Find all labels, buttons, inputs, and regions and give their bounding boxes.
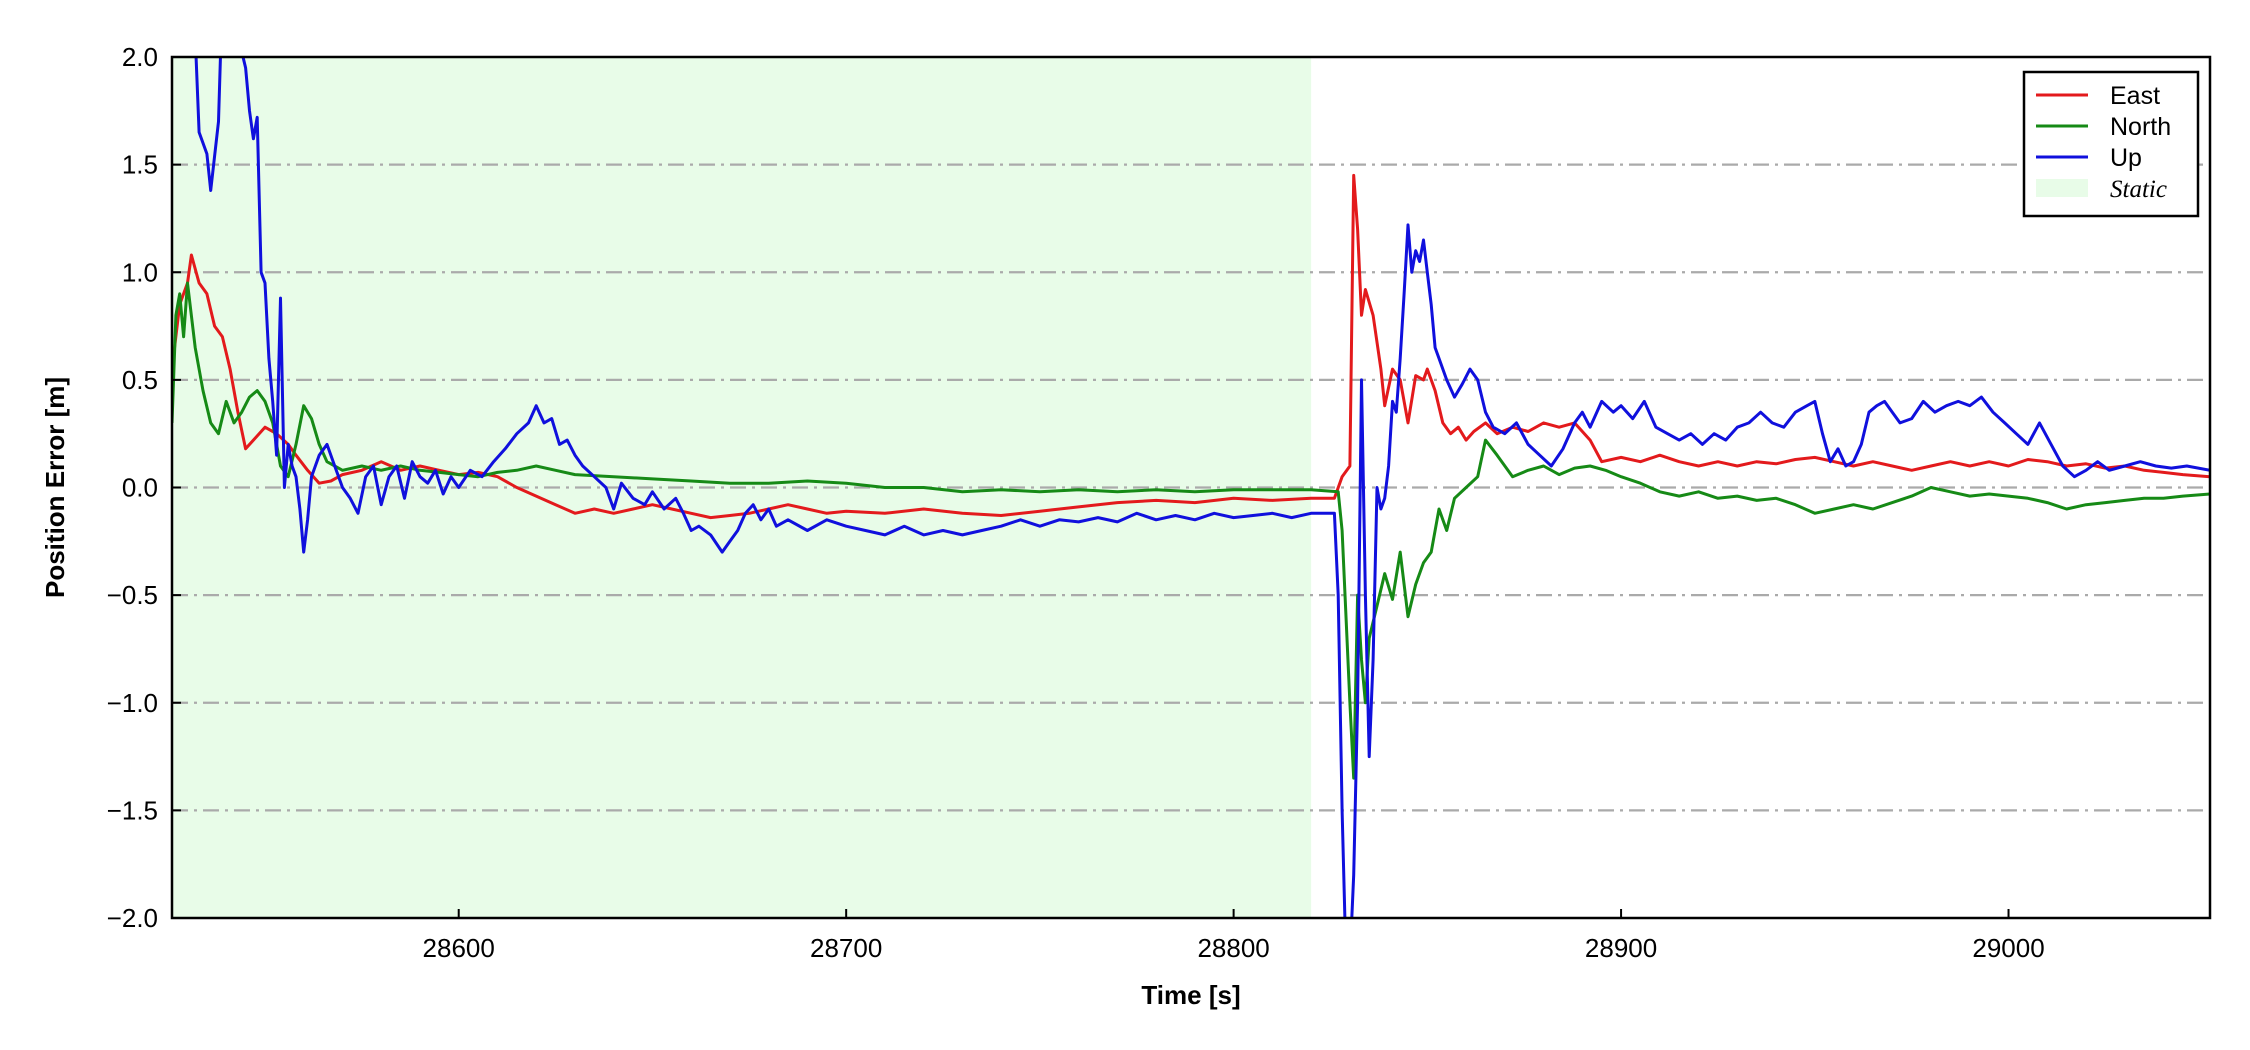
x-tick-label: 28600 — [423, 933, 495, 963]
y-tick-label: −2.0 — [107, 903, 158, 933]
tick-layer: 28600 28700 28800 28900 29000 −2.0 −1.5 −1.0 −0.… — [107, 42, 2045, 963]
legend-label-static: Static — [2110, 176, 2167, 203]
y-tick-label: −1.0 — [107, 688, 158, 718]
series-line-east — [172, 173, 2210, 520]
x-tick-label: 28700 — [810, 933, 882, 963]
grid-layer — [172, 163, 2210, 812]
series-line-north — [172, 281, 2210, 780]
x-axis-label: Time [s] — [1141, 980, 1240, 1010]
y-tick-label: −1.5 — [107, 795, 158, 825]
y-tick-label: 0.0 — [122, 473, 158, 503]
y-axis-label: Position Error [m] — [40, 377, 70, 598]
y-tick-label: 1.0 — [122, 257, 158, 287]
y-tick-label: 0.5 — [122, 365, 158, 395]
legend-swatch-static — [2036, 179, 2088, 197]
y-tick-label: 2.0 — [122, 42, 158, 72]
series-line-up — [194, 57, 2210, 918]
legend-label-east: East — [2110, 82, 2160, 110]
series-layer — [172, 57, 2210, 918]
y-tick-label: −0.5 — [107, 580, 158, 610]
legend-label-north: North — [2110, 113, 2171, 141]
x-tick-label: 29000 — [1972, 933, 2044, 963]
legend: East North Up Static — [2022, 70, 2200, 218]
legend-label-up: Up — [2110, 144, 2142, 172]
x-tick-label: 28900 — [1585, 933, 1657, 963]
x-tick-label: 28800 — [1197, 933, 1269, 963]
y-tick-label: 1.5 — [122, 150, 158, 180]
